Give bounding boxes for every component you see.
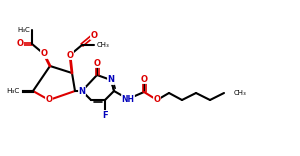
Text: O: O: [94, 58, 100, 68]
Text: CH₃: CH₃: [234, 90, 247, 96]
Text: O: O: [16, 39, 23, 49]
Text: N: N: [107, 76, 115, 85]
Text: CH₃: CH₃: [97, 42, 110, 48]
Text: N: N: [79, 86, 86, 95]
Text: O: O: [140, 75, 148, 83]
Text: H₃C: H₃C: [18, 27, 30, 33]
Text: H₃C: H₃C: [6, 88, 20, 94]
Text: F: F: [102, 110, 108, 119]
Text: NH: NH: [122, 95, 134, 103]
Text: O: O: [154, 95, 160, 105]
Text: O: O: [91, 31, 98, 39]
Text: O: O: [67, 51, 73, 59]
Text: O: O: [40, 49, 47, 58]
Text: O: O: [46, 95, 52, 105]
